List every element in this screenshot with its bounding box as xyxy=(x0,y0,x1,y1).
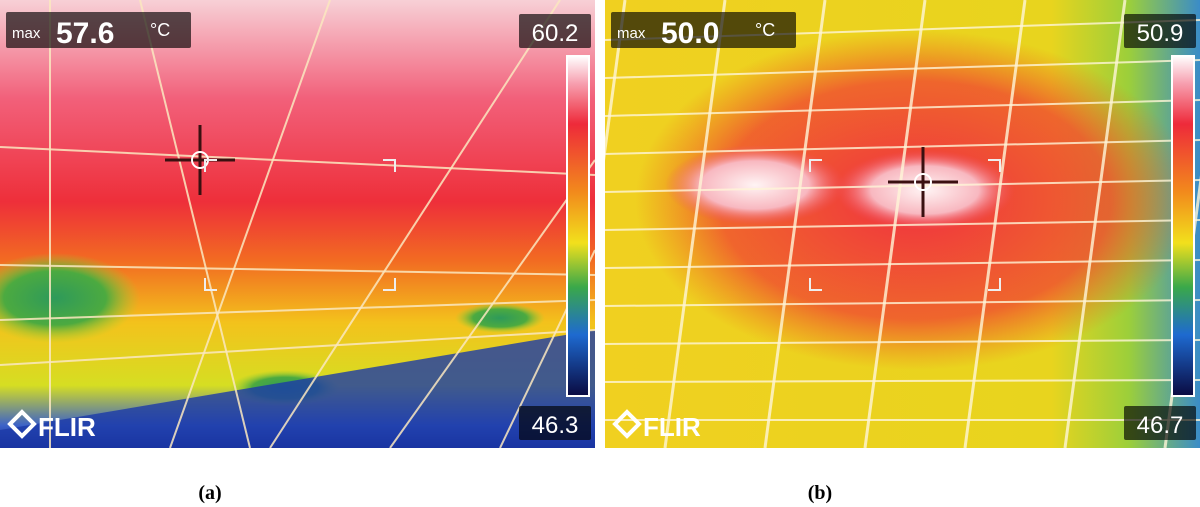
panel-grid-line xyxy=(0,146,595,176)
caption: (b) xyxy=(808,482,832,504)
panel-grid-line xyxy=(605,99,1200,117)
color-scale-bar xyxy=(1171,55,1195,397)
panel-grid-line xyxy=(605,0,627,161)
cool-spot xyxy=(0,253,140,343)
max-readout-box xyxy=(611,12,796,48)
panel-grid-line xyxy=(605,219,1200,231)
thermal-panel: max 57.6 °C 60.2 46.3 FLIR xyxy=(0,0,595,448)
color-scale-bar xyxy=(566,55,590,397)
logo: FLIR xyxy=(38,412,96,442)
logo: FLIR xyxy=(643,412,701,442)
panel-grid-line xyxy=(389,159,595,448)
scale-max: 50.9 xyxy=(1137,20,1184,47)
frame-edge xyxy=(0,330,595,448)
panel-grid-line xyxy=(605,259,1200,269)
focus-corner xyxy=(383,159,396,172)
thermal-image xyxy=(0,0,595,448)
scale-min-box xyxy=(519,406,591,440)
thermal-panel: max 50.0 °C 50.9 46.7 FLIR xyxy=(605,0,1200,448)
temperature-unit: °C xyxy=(150,20,170,40)
max-label: max xyxy=(617,25,646,42)
scale-max: 60.2 xyxy=(532,20,579,47)
panel-grid-line xyxy=(0,299,595,321)
cool-spot xyxy=(455,303,545,333)
panel-grid-line xyxy=(1063,0,1127,448)
panel-grid-line xyxy=(0,329,595,366)
logo-icon xyxy=(7,409,37,439)
focus-corner xyxy=(383,278,396,291)
scale-max-box xyxy=(519,14,591,48)
panel-grid-line xyxy=(605,379,1200,383)
scale-min-box xyxy=(1124,406,1196,440)
panel-grid-line xyxy=(0,264,595,276)
scale-max-box xyxy=(1124,14,1196,48)
focus-corner xyxy=(988,278,1001,291)
scale-min: 46.7 xyxy=(1137,412,1184,439)
panel-grid-line xyxy=(269,0,561,448)
thermal-image xyxy=(605,0,1200,448)
panel-grid-line xyxy=(763,0,827,448)
panel-grid-line xyxy=(605,339,1200,345)
panel-grid-line xyxy=(663,0,727,448)
logo-icon xyxy=(612,409,642,439)
panel-grid-line xyxy=(963,0,1027,448)
focus-corner xyxy=(809,278,822,291)
max-value: 57.6 xyxy=(56,17,114,50)
panel-grid-line xyxy=(605,59,1200,79)
focus-corner xyxy=(809,159,822,172)
panel-grid-line xyxy=(863,0,927,448)
caption: (a) xyxy=(198,482,221,504)
temperature-unit: °C xyxy=(755,20,775,40)
panel-grid-line xyxy=(605,299,1200,307)
focus-corner xyxy=(204,278,217,291)
focus-corner xyxy=(988,159,1001,172)
focus-corner xyxy=(204,159,217,172)
max-value: 50.0 xyxy=(661,17,719,50)
max-readout-box xyxy=(6,12,191,48)
hot-area xyxy=(665,145,845,225)
max-label: max xyxy=(12,25,41,42)
panel-grid-line xyxy=(169,0,331,448)
crosshair xyxy=(914,173,932,191)
scale-min: 46.3 xyxy=(532,412,579,439)
panel-grid-line xyxy=(139,0,251,448)
